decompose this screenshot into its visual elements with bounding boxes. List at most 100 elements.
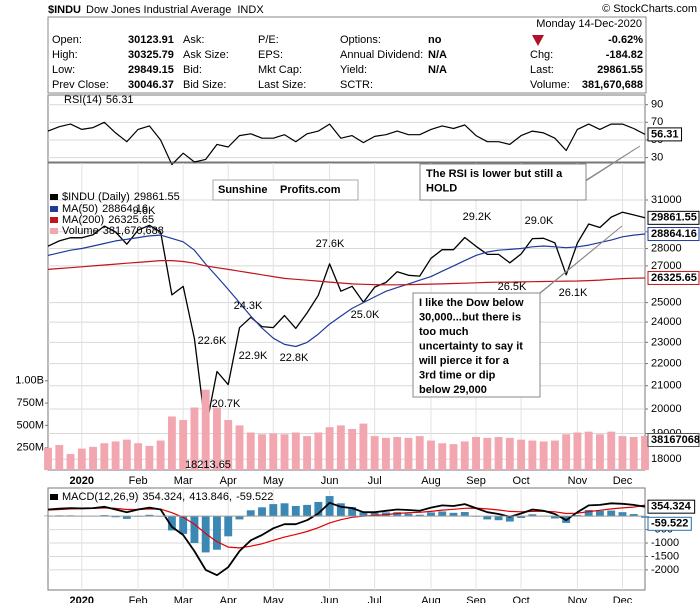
x-tick-label: Apr (220, 595, 237, 603)
volume-bar (179, 420, 188, 470)
histogram-bar (370, 512, 379, 517)
histogram-bar (348, 507, 357, 517)
volume-bar (607, 431, 616, 470)
callout-text: I like the Dow below (419, 297, 524, 309)
legend-name: Volume (62, 225, 99, 237)
volume-bar (415, 436, 424, 470)
volume-bar (573, 432, 582, 470)
price-annotation: 9.6K (133, 205, 156, 217)
value-box (647, 499, 696, 514)
legend-value: 56.31 (106, 94, 134, 106)
exchange: INDX (237, 4, 264, 16)
x-tick-label: Nov (568, 595, 588, 603)
volume-bar (89, 446, 97, 470)
volume-bar (55, 445, 64, 470)
price-annotation: 22.9K (239, 350, 268, 362)
summary-value: 29861.55 (597, 64, 643, 76)
histogram-bar (269, 504, 278, 517)
histogram-bar (359, 512, 368, 517)
histogram-bar (303, 504, 312, 517)
change-pct: -0.62% (608, 34, 643, 46)
y2-tick-label: 250M (16, 442, 44, 454)
panel-frame (47, 162, 646, 471)
legend-name: MA(50) (62, 203, 98, 215)
field-label: Mkt Cap: (258, 64, 302, 76)
volume-bar (258, 434, 266, 470)
legend-text: 413.846, (189, 491, 232, 503)
x-tick-label: Apr (220, 475, 237, 487)
histogram-bar (258, 507, 266, 517)
summary-value: 381,670,688 (582, 79, 643, 91)
field-label: Low: (52, 64, 75, 76)
volume-bar (167, 416, 176, 470)
histogram-bar (427, 512, 435, 517)
x-tick-label: Oct (513, 475, 530, 487)
histogram-bar (100, 515, 109, 517)
callout-text: too much (419, 326, 469, 338)
histogram-bar (517, 516, 526, 518)
legend-swatch (50, 228, 58, 234)
volume-bar (348, 428, 357, 470)
volume-bar (483, 437, 492, 470)
summary-label: Volume: (530, 79, 570, 91)
field-label: SCTR: (340, 79, 373, 91)
callout-text: 30,000...but there is (419, 311, 521, 323)
legend-value: 26325.65 (108, 214, 154, 226)
volume-bar (381, 437, 390, 470)
price-annotation: 18213.65 (185, 459, 231, 471)
watermark: Profits.com (280, 184, 341, 196)
x-tick-label: Dec (613, 475, 633, 487)
y-tick-label: 21000 (651, 380, 682, 392)
index-name: Dow Jones Industrial Average (86, 4, 231, 16)
y-tick-label: 20000 (651, 403, 682, 415)
x-tick-label: 2020 (70, 475, 94, 487)
x-tick-label: Feb (129, 475, 148, 487)
x-tick-label: Jun (321, 475, 339, 487)
histogram-bar (494, 516, 503, 521)
volume-bar (629, 436, 638, 470)
header-box (47, 16, 647, 94)
panel-frame (47, 94, 646, 163)
summary-label: Chg: (530, 49, 553, 61)
histogram-bar (607, 510, 616, 517)
histogram-bar (618, 512, 627, 517)
histogram-bar (314, 501, 323, 517)
x-tick-label: Jun (321, 595, 339, 603)
volume-bar (201, 389, 210, 470)
callout-text: will pierce it for a (418, 355, 510, 367)
histogram-bar (325, 496, 334, 517)
volume-bar (145, 445, 154, 470)
volume-bar (641, 435, 649, 470)
x-tick-label: 2020 (70, 595, 94, 603)
callout-box (412, 292, 541, 398)
legend-text: -59.522 (236, 491, 273, 503)
volume-bar (303, 436, 312, 470)
histogram-bar (336, 503, 345, 517)
series-line (47, 233, 646, 348)
price-annotation: 27.6K (316, 238, 345, 250)
value-box-label: 26325.65 (651, 272, 697, 284)
volume-bar (235, 425, 244, 470)
value-box-label: 38167068 (651, 434, 700, 446)
histogram-bar (449, 512, 458, 517)
volume-bar (246, 432, 255, 470)
watermark: Sunshine (218, 184, 268, 196)
legend-name: $INDU (Daily) (62, 191, 130, 203)
field-label: Last Size: (258, 79, 306, 91)
volume-bar (280, 434, 289, 470)
volume-bar (190, 407, 199, 470)
volume-bar (269, 433, 278, 470)
field-label: Open: (52, 34, 82, 46)
price-annotation: 29.0K (525, 215, 554, 227)
value-box-label: 56.31 (651, 128, 679, 140)
x-tick-label: Jul (368, 475, 382, 487)
volume-bar (325, 427, 334, 470)
legend-text: 354.324, (142, 491, 185, 503)
down-arrow (532, 35, 544, 46)
callout-text: below 29,000 (419, 384, 487, 396)
x-tick-label: Dec (613, 595, 633, 603)
volume-bar (460, 441, 469, 470)
price-annotation: 22.6K (198, 335, 227, 347)
y-tick-label: -1000 (651, 537, 679, 549)
